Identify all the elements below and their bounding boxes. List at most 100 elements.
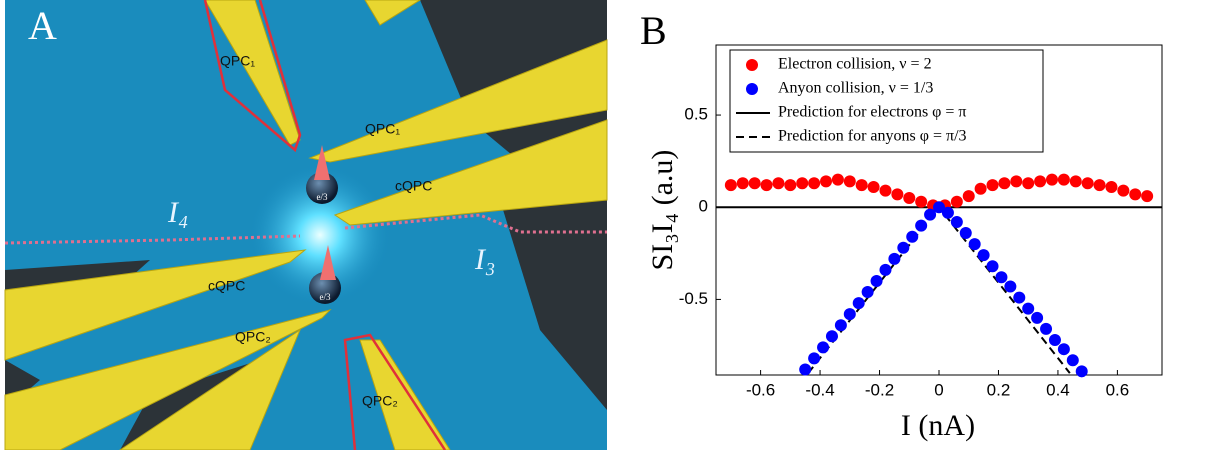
- x-tick-label: 0: [934, 380, 943, 399]
- y-axis-label: SI₃I₄ (a.u): [646, 150, 679, 271]
- data-point: [1034, 175, 1047, 188]
- x-tick-label: -0.4: [805, 380, 834, 399]
- data-point: [784, 179, 797, 192]
- gate-label: cQPC: [395, 178, 432, 194]
- charge-label: e/3: [317, 192, 328, 202]
- data-point: [962, 190, 975, 203]
- data-point: [843, 175, 856, 188]
- data-point: [1069, 175, 1082, 188]
- data-point: [995, 271, 1008, 284]
- data-point: [1031, 311, 1044, 324]
- data-point: [906, 230, 919, 243]
- edge-paths: [203, 0, 447, 451]
- data-point: [1022, 302, 1035, 315]
- data-point: [760, 179, 773, 192]
- legend-marker: [746, 83, 758, 95]
- data-point: [852, 297, 865, 310]
- x-tick-label: 0.2: [987, 380, 1011, 399]
- data-point: [1022, 177, 1035, 190]
- x-tick-label: -0.2: [865, 380, 894, 399]
- data-point: [959, 227, 972, 240]
- current-paths: [4, 213, 607, 245]
- data-point: [817, 341, 830, 354]
- data-point: [879, 184, 892, 197]
- data-point: [1040, 322, 1053, 335]
- data-point: [870, 274, 883, 287]
- data-point: [897, 241, 910, 254]
- gate-label: QPC₂: [235, 329, 271, 345]
- panel-label: B: [640, 8, 667, 53]
- prediction-line: [807, 205, 1071, 374]
- data-point: [950, 195, 963, 208]
- data-point: [915, 195, 928, 208]
- data-point: [888, 252, 901, 265]
- data-point: [1048, 333, 1061, 346]
- data-point: [924, 208, 937, 221]
- data-point: [1075, 365, 1088, 378]
- data-point: [724, 179, 737, 192]
- gate-label: QPC₁: [220, 53, 255, 69]
- data-point: [1093, 179, 1106, 192]
- data-point: [867, 180, 880, 193]
- spin-arrow: [320, 245, 336, 280]
- data-point: [950, 215, 963, 228]
- data-point: [834, 319, 847, 332]
- gate-label: cQPC: [208, 278, 245, 294]
- data-point: [748, 177, 761, 190]
- x-tick-label: -0.6: [746, 380, 775, 399]
- data-point: [1129, 188, 1142, 201]
- data-point: [1045, 173, 1058, 186]
- data-point: [1057, 343, 1070, 356]
- data-point: [986, 179, 999, 192]
- legend-label: Electron collision, ν = 2: [778, 56, 932, 73]
- gate-label: QPC₁: [365, 121, 400, 137]
- legend-marker: [746, 59, 758, 71]
- gate-label: QPC₂: [362, 393, 398, 409]
- data-point: [879, 263, 892, 276]
- data-point: [799, 363, 812, 376]
- y-tick-label: 0: [699, 197, 708, 216]
- data-point: [1141, 190, 1154, 203]
- y-tick-label: 0.5: [684, 105, 708, 124]
- data-point: [941, 206, 954, 219]
- y-tick-label: -0.5: [679, 289, 708, 308]
- data-point: [861, 286, 874, 299]
- data-point: [933, 201, 945, 214]
- data-point: [736, 177, 749, 190]
- data-point: [1117, 184, 1130, 197]
- current-label: I₃: [474, 243, 495, 276]
- data-point: [772, 177, 785, 190]
- data-point: [808, 177, 821, 190]
- data-point: [1010, 175, 1023, 188]
- legend-label: Anyon collision, ν = 1/3: [778, 80, 933, 97]
- data-point: [915, 219, 928, 232]
- panel-b: B I (nA) SI₃I₄ (a.u) -0.6 -0.4 -0.2 0 0.2 0.4…: [640, 8, 1163, 442]
- panel-a: A QPC₁ QPC₁ cQPC cQPC QPC₂ QPC₂ I₄ I₃ e/…: [4, 0, 608, 451]
- data-point: [825, 330, 838, 343]
- data-point: [998, 177, 1011, 190]
- data-point: [1004, 280, 1017, 293]
- data-point: [1081, 177, 1094, 190]
- data-point: [891, 188, 904, 201]
- data-point: [1105, 180, 1118, 193]
- x-axis-label: I (nA): [901, 409, 975, 442]
- x-tick-label: 0.4: [1046, 380, 1070, 399]
- data-point: [903, 192, 916, 205]
- glow: [250, 165, 390, 305]
- data-point: [1066, 354, 1079, 367]
- data-point: [968, 238, 981, 251]
- charge-label: e/3: [320, 292, 331, 302]
- data-point: [796, 177, 809, 190]
- data-point: [855, 179, 868, 192]
- data-point: [808, 352, 821, 365]
- data-point: [1057, 173, 1070, 186]
- data-point: [843, 308, 856, 321]
- data-point: [820, 175, 833, 188]
- data-point: [831, 173, 844, 186]
- gates: [4, 0, 608, 451]
- data-point: [986, 260, 999, 273]
- x-tick-label: 0.6: [1106, 380, 1130, 399]
- current-label: I₄: [167, 196, 188, 229]
